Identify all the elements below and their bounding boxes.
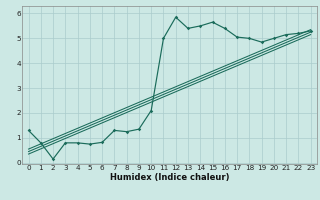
X-axis label: Humidex (Indice chaleur): Humidex (Indice chaleur) <box>110 173 229 182</box>
